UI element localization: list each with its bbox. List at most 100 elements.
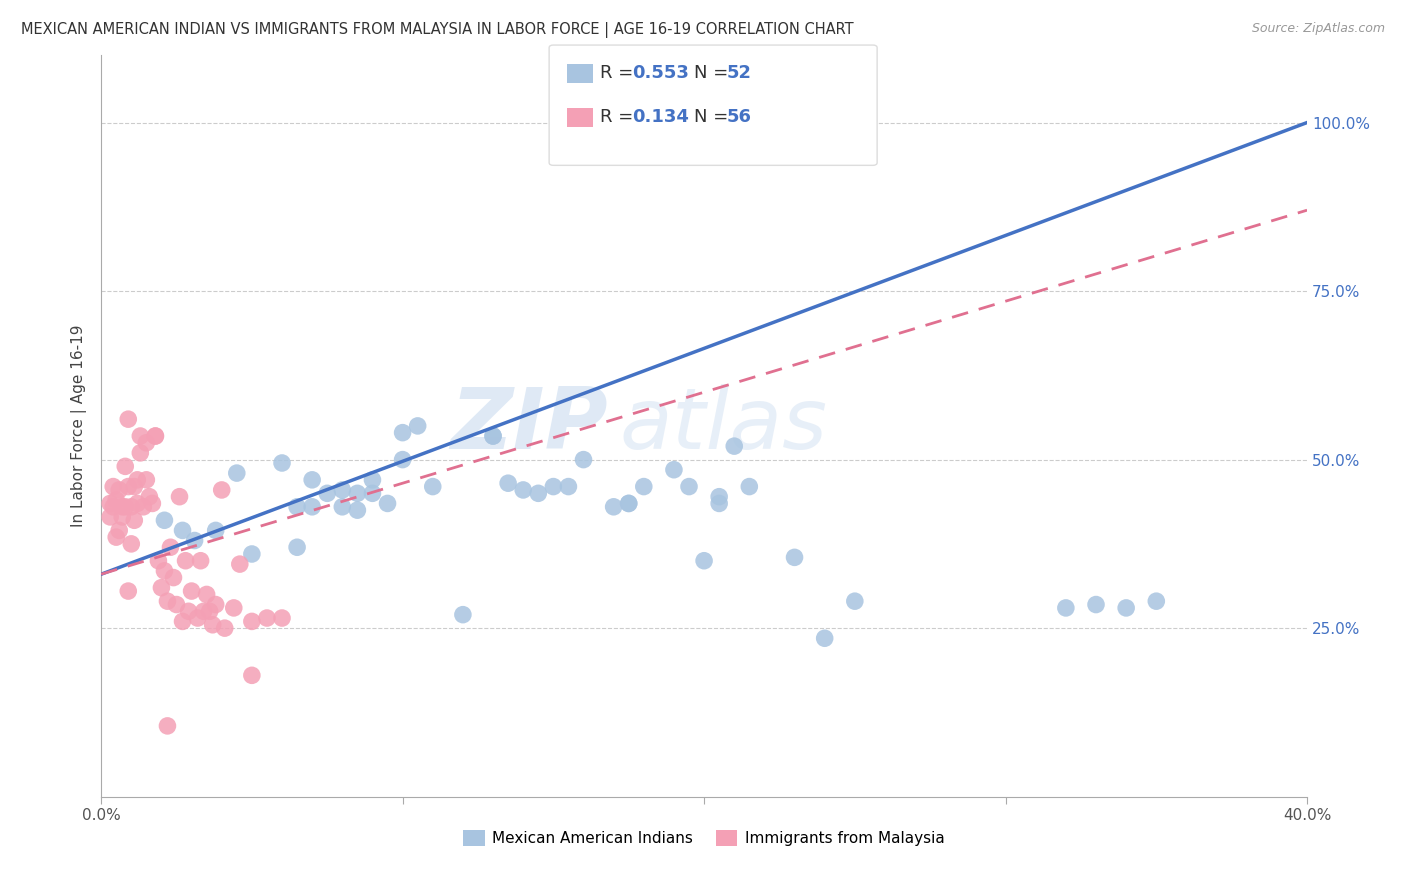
Point [361,473,384,487]
Point [346,486,368,500]
Point [114,500,136,514]
Point [198,604,221,618]
Point [602,500,624,514]
Point [201,617,224,632]
Point [225,466,247,480]
Point [159,541,181,555]
Point [141,496,163,510]
Point [174,554,197,568]
Point [108,483,131,497]
Point [117,479,139,493]
Point [1144,594,1167,608]
Text: MEXICAN AMERICAN INDIAN VS IMMIGRANTS FROM MALAYSIA IN LABOR FORCE | AGE 16-19 C: MEXICAN AMERICAN INDIAN VS IMMIGRANTS FR… [21,22,853,38]
Point [98,509,121,524]
Point [108,524,131,538]
Point [153,513,176,527]
Y-axis label: In Labor Force | Age 16-19: In Labor Force | Age 16-19 [72,325,87,527]
Point [557,479,579,493]
Text: atlas: atlas [620,384,828,467]
Point [193,604,215,618]
Point [422,479,444,493]
Point [256,611,278,625]
Point [183,533,205,548]
Point [301,473,323,487]
Point [153,564,176,578]
Point [783,550,806,565]
Point [814,632,837,646]
Text: 52: 52 [727,64,751,82]
Text: N =: N = [695,64,734,82]
Point [240,547,263,561]
Point [214,621,236,635]
Point [391,452,413,467]
Point [496,476,519,491]
Point [271,456,294,470]
Point [527,486,550,500]
Point [120,537,142,551]
Point [301,500,323,514]
Point [1115,601,1137,615]
Text: R =: R = [600,64,638,82]
Point [124,479,146,493]
Point [543,479,565,493]
Point [707,496,730,510]
Point [105,493,128,508]
Point [707,490,730,504]
Point [240,615,263,629]
Point [204,598,226,612]
Point [135,435,157,450]
Point [316,486,339,500]
Point [738,479,761,493]
Point [187,611,209,625]
Point [117,584,139,599]
Text: N =: N = [695,109,734,127]
Point [166,598,188,612]
Point [330,483,353,497]
Point [285,541,308,555]
Point [406,418,429,433]
Text: 56: 56 [727,109,751,127]
Text: ZIP: ZIP [450,384,607,467]
Text: 0.553: 0.553 [633,64,689,82]
Point [240,668,263,682]
Point [103,500,125,514]
Point [285,500,308,514]
Point [723,439,745,453]
Point [844,594,866,608]
Point [145,429,167,443]
Point [150,581,173,595]
Point [222,601,245,615]
Point [156,594,179,608]
Point [127,496,149,510]
Point [204,524,226,538]
Point [98,496,121,510]
Point [129,429,152,443]
Point [678,479,700,493]
Point [156,719,179,733]
Point [211,483,233,497]
Point [346,503,368,517]
Point [148,554,170,568]
Point [482,429,505,443]
Point [391,425,413,440]
Point [135,473,157,487]
Point [132,500,155,514]
Text: R =: R = [600,109,638,127]
Point [377,496,399,510]
Point [271,611,294,625]
Point [693,554,716,568]
Text: Source: ZipAtlas.com: Source: ZipAtlas.com [1251,22,1385,36]
Point [111,509,134,524]
Point [172,524,194,538]
Point [361,486,384,500]
Point [162,571,184,585]
Point [229,557,252,571]
Point [190,554,212,568]
Point [180,584,202,599]
Point [114,459,136,474]
Legend: Mexican American Indians, Immigrants from Malaysia: Mexican American Indians, Immigrants fro… [457,824,950,852]
Point [103,479,125,493]
Point [124,513,146,527]
Point [120,500,142,514]
Point [617,496,640,510]
